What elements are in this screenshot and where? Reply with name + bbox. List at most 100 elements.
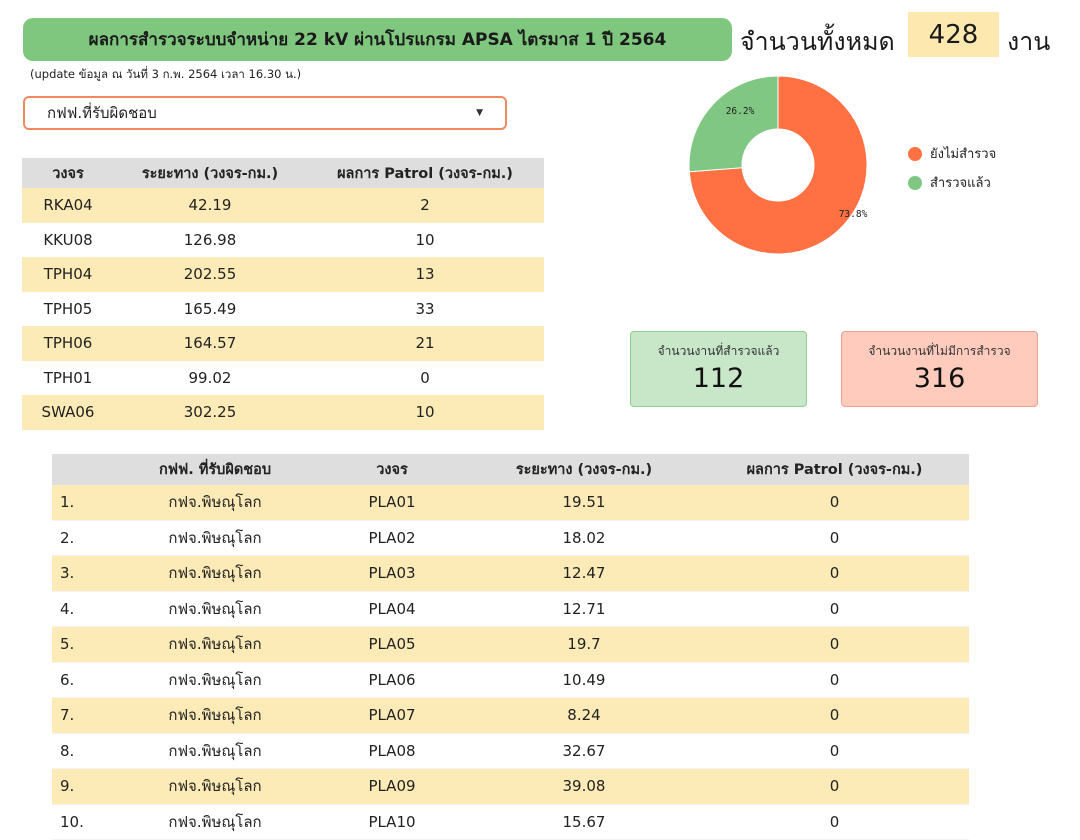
dropdown-selected-value: กฟฟ.ที่รับผิดชอบ [47, 104, 157, 122]
pie-slice-surveyed[interactable] [688, 75, 779, 173]
patrol-cell: 10 [415, 230, 435, 249]
circuit-cell: PLA06 [316, 662, 468, 698]
table-row: 6. กฟจ.พิษณุโลก PLA06 10.49 0 [52, 662, 969, 698]
circuit-cell: PLA10 [316, 804, 468, 840]
summary-table: วงจร ระยะทาง (วงจร-กม.) ผลการ Patrol (วง… [22, 158, 544, 430]
office-filter-dropdown[interactable]: กฟฟ.ที่รับผิดชอบ ▼ [23, 96, 507, 130]
col-header-patrol[interactable]: ผลการ Patrol (วงจร-กม.) [306, 158, 544, 188]
distance-cell: 19.7 [468, 626, 700, 663]
table-row: 8. กฟจ.พิษณุโลก PLA08 32.67 0 [52, 733, 969, 769]
not-surveyed-count-card: จำนวนงานที่ไม่มีการสำรวจ 316 [841, 331, 1038, 407]
office-cell: กฟจ.พิษณุโลก [114, 626, 316, 663]
detail-table-header: กฟฟ. ที่รับผิดชอบ วงจร ระยะทาง (วงจร-กม.… [52, 454, 969, 485]
index-cell: 4. [52, 591, 114, 627]
col-header-office[interactable]: กฟฟ. ที่รับผิดชอบ [114, 454, 316, 485]
circuit-cell: RKA04 [22, 188, 114, 223]
office-cell: กฟจ.พิษณุโลก [114, 662, 316, 698]
distance-cell: 15.67 [468, 804, 700, 840]
office-cell: กฟจ.พิษณุโลก [114, 520, 316, 556]
office-cell: กฟจ.พิษณุโลก [114, 485, 316, 521]
circuit-cell: PLA09 [316, 768, 468, 805]
legend-label-surveyed: สำรวจแล้ว [930, 176, 991, 191]
distance-cell: 302.25 [114, 395, 306, 430]
surveyed-count-label: จำนวนงานที่สำรวจแล้ว [657, 344, 780, 358]
legend-item-not-surveyed[interactable]: ยังไม่สำรวจ [908, 143, 996, 164]
distance-cell: 39.08 [468, 768, 700, 805]
circuit-cell: PLA02 [316, 520, 468, 556]
distance-cell: 32.67 [468, 733, 700, 769]
table-row: 5. กฟจ.พิษณุโลก PLA05 19.7 0 [52, 626, 969, 663]
office-cell: กฟจ.พิษณุโลก [114, 768, 316, 805]
chart-legend: ยังไม่สำรวจ สำรวจแล้ว [908, 143, 996, 201]
patrol-cell: 33 [415, 299, 435, 318]
circuit-cell: TPH04 [22, 257, 114, 292]
col-header-distance[interactable]: ระยะทาง (วงจร-กม.) [468, 454, 700, 485]
patrol-cell: 0 [700, 733, 969, 769]
legend-label-not-surveyed: ยังไม่สำรวจ [930, 147, 997, 162]
circuit-cell: TPH06 [22, 326, 114, 361]
patrol-cell: 0 [700, 662, 969, 698]
office-cell: กฟจ.พิษณุโลก [114, 804, 316, 840]
table-row: TPH01 99.02 0 [22, 361, 544, 396]
patrol-cell: 13 [306, 257, 544, 292]
patrol-cell: 0 [700, 697, 969, 734]
index-cell: 3. [52, 555, 114, 592]
patrol-cell: 0 [700, 485, 969, 521]
table-row: TPH06 164.57 21 [22, 326, 544, 361]
table-row: 3. กฟจ.พิษณุโลก PLA03 12.47 0 [52, 555, 969, 592]
pie-label-not-surveyed: 73.8% [839, 209, 868, 220]
legend-item-surveyed[interactable]: สำรวจแล้ว [908, 172, 996, 193]
patrol-cell: 0 [420, 368, 430, 387]
detail-table: กฟฟ. ที่รับผิดชอบ วงจร ระยะทาง (วงจร-กม.… [52, 454, 969, 840]
circuit-cell: PLA07 [316, 697, 468, 734]
col-header-distance[interactable]: ระยะทาง (วงจร-กม.) [114, 158, 306, 188]
patrol-cell: 0 [700, 591, 969, 627]
index-cell: 9. [52, 768, 114, 805]
total-label: จำนวนทั้งหมด [740, 27, 895, 56]
index-cell: 8. [52, 733, 114, 769]
distance-cell: 19.51 [468, 485, 700, 521]
distance-cell: 165.49 [183, 299, 237, 318]
distance-cell: 99.02 [188, 368, 232, 387]
table-row: 9. กฟจ.พิษณุโลก PLA09 39.08 0 [52, 768, 969, 805]
circuit-cell: KKU08 [43, 230, 93, 249]
col-header-circuit[interactable]: วงจร [22, 158, 114, 188]
not-surveyed-count-value: 316 [913, 363, 966, 394]
dropdown-arrow-icon: ▼ [476, 108, 483, 118]
distance-cell: 12.71 [468, 591, 700, 627]
index-cell: 1. [52, 485, 114, 521]
office-cell: กฟจ.พิษณุโลก [114, 555, 316, 592]
distance-cell: 164.57 [114, 326, 306, 361]
distance-cell: 18.02 [468, 520, 700, 556]
table-row: 10. กฟจ.พิษณุโลก PLA10 15.67 0 [52, 804, 969, 840]
office-cell: กฟจ.พิษณุโลก [114, 733, 316, 769]
index-cell: 2. [52, 520, 114, 556]
circuit-cell: TPH01 [43, 368, 93, 387]
distance-cell: 8.24 [468, 697, 700, 734]
circuit-cell: PLA05 [316, 626, 468, 663]
summary-table-header: วงจร ระยะทาง (วงจร-กม.) ผลการ Patrol (วง… [22, 158, 544, 188]
patrol-cell: 0 [700, 768, 969, 805]
circuit-cell: PLA03 [316, 555, 468, 592]
distance-cell: 126.98 [183, 230, 237, 249]
circuit-cell: PLA04 [316, 591, 468, 627]
pie-label-surveyed: 26.2% [726, 106, 755, 117]
col-header-index [52, 454, 114, 485]
not-surveyed-count-label: จำนวนงานที่ไม่มีการสำรวจ [868, 344, 1011, 358]
index-cell: 7. [52, 697, 114, 734]
col-header-circuit[interactable]: วงจร [316, 454, 468, 485]
pie-slice-not-surveyed[interactable] [688, 75, 868, 255]
table-row: 1. กฟจ.พิษณุโลก PLA01 19.51 0 [52, 485, 969, 521]
table-row: TPH05 165.49 33 [22, 292, 544, 327]
col-header-patrol[interactable]: ผลการ Patrol (วงจร-กม.) [700, 454, 969, 485]
circuit-cell: TPH05 [43, 299, 93, 318]
update-note: (update ข้อมูล ณ วันที่ 3 ก.พ. 2564 เวลา… [30, 67, 302, 81]
total-value: 428 [908, 12, 999, 57]
patrol-cell: 10 [306, 395, 544, 430]
index-cell: 6. [52, 662, 114, 698]
distance-cell: 10.49 [468, 662, 700, 698]
table-row: 7. กฟจ.พิษณุโลก PLA07 8.24 0 [52, 697, 969, 734]
legend-dot-not-surveyed [908, 146, 922, 161]
surveyed-count-value: 112 [692, 363, 745, 394]
report-title: ผลการสำรวจระบบจำหน่าย 22 kV ผ่านโปรแกรม … [23, 18, 732, 61]
